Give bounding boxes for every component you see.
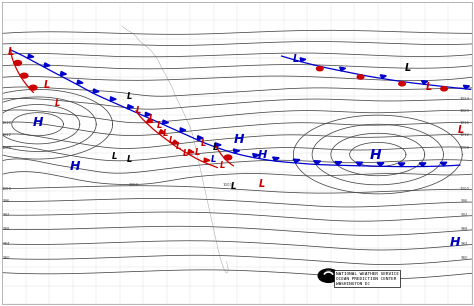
Text: L: L xyxy=(201,140,206,148)
Text: L: L xyxy=(149,114,154,123)
Text: NATIONAL WEATHER SERVICE
OCEAN PREDICTION CENTER
WASHINGTON DC: NATIONAL WEATHER SERVICE OCEAN PREDICTIO… xyxy=(336,271,399,286)
Polygon shape xyxy=(44,63,50,67)
Text: 1008: 1008 xyxy=(1,146,11,150)
Text: 1016: 1016 xyxy=(1,121,11,125)
Circle shape xyxy=(441,87,447,91)
Circle shape xyxy=(20,73,28,78)
Text: 992: 992 xyxy=(2,213,10,217)
Text: L: L xyxy=(405,63,411,73)
Circle shape xyxy=(318,269,339,282)
Text: 1008: 1008 xyxy=(460,146,470,150)
Text: L: L xyxy=(220,161,226,170)
Text: 980: 980 xyxy=(461,256,468,260)
Polygon shape xyxy=(128,105,134,109)
Text: L: L xyxy=(259,179,265,189)
Text: H: H xyxy=(370,147,381,162)
Text: H: H xyxy=(234,133,245,146)
Text: 996: 996 xyxy=(2,200,10,203)
Polygon shape xyxy=(463,85,469,89)
Text: L: L xyxy=(182,149,188,158)
Text: 1000: 1000 xyxy=(460,187,470,191)
Circle shape xyxy=(323,271,334,278)
Text: L: L xyxy=(425,82,432,92)
Polygon shape xyxy=(146,119,153,123)
Text: 1000: 1000 xyxy=(1,187,11,191)
Polygon shape xyxy=(421,80,428,84)
Polygon shape xyxy=(253,154,259,158)
Polygon shape xyxy=(215,143,221,147)
Text: 996: 996 xyxy=(461,200,468,203)
Text: H: H xyxy=(32,116,43,129)
Text: L: L xyxy=(292,54,299,64)
Text: 992: 992 xyxy=(461,213,468,217)
Text: 1000: 1000 xyxy=(129,183,139,187)
Polygon shape xyxy=(180,128,186,132)
Text: L: L xyxy=(211,155,216,164)
Polygon shape xyxy=(419,163,426,166)
Polygon shape xyxy=(188,149,194,154)
Text: L: L xyxy=(231,182,237,191)
Polygon shape xyxy=(380,75,386,79)
Text: L: L xyxy=(44,80,50,90)
Text: 988: 988 xyxy=(461,227,468,231)
Polygon shape xyxy=(27,54,34,58)
Text: L: L xyxy=(458,125,465,135)
Text: 1020: 1020 xyxy=(460,109,470,113)
Polygon shape xyxy=(356,162,363,166)
Text: 984: 984 xyxy=(461,242,468,246)
Text: L: L xyxy=(194,147,200,157)
Polygon shape xyxy=(163,120,169,124)
Text: L: L xyxy=(127,155,132,164)
Text: H: H xyxy=(70,160,81,173)
Circle shape xyxy=(357,75,364,79)
Text: L: L xyxy=(8,47,14,57)
Polygon shape xyxy=(110,97,116,101)
Text: L: L xyxy=(157,121,162,130)
Polygon shape xyxy=(335,162,342,165)
Polygon shape xyxy=(300,58,306,62)
Polygon shape xyxy=(145,112,151,117)
Polygon shape xyxy=(377,162,384,166)
Text: L: L xyxy=(55,99,60,107)
Polygon shape xyxy=(440,162,447,166)
Text: L: L xyxy=(213,143,219,152)
Text: 984: 984 xyxy=(2,242,10,246)
Circle shape xyxy=(29,85,37,90)
Polygon shape xyxy=(293,159,300,163)
Polygon shape xyxy=(93,89,99,93)
Text: L: L xyxy=(176,142,181,151)
Text: H: H xyxy=(258,150,267,159)
Text: H: H xyxy=(450,236,460,249)
Circle shape xyxy=(399,82,405,86)
Circle shape xyxy=(14,61,21,65)
Polygon shape xyxy=(77,80,83,84)
Text: 1012: 1012 xyxy=(460,133,470,137)
Circle shape xyxy=(321,271,336,280)
Polygon shape xyxy=(159,130,165,134)
Text: 1012: 1012 xyxy=(1,133,11,137)
Text: L: L xyxy=(169,136,174,145)
Polygon shape xyxy=(173,140,179,144)
Polygon shape xyxy=(204,158,210,162)
Text: 988: 988 xyxy=(2,227,10,231)
Text: L: L xyxy=(112,151,118,161)
Polygon shape xyxy=(398,163,405,166)
Polygon shape xyxy=(314,161,320,165)
Text: L: L xyxy=(127,92,132,102)
Text: L: L xyxy=(136,106,141,115)
Text: L: L xyxy=(163,129,168,138)
Text: 1024: 1024 xyxy=(460,97,470,101)
Text: 1000: 1000 xyxy=(223,183,233,187)
Polygon shape xyxy=(273,157,279,161)
Circle shape xyxy=(317,66,323,71)
Polygon shape xyxy=(340,67,346,71)
Text: 980: 980 xyxy=(2,256,10,260)
Text: 1016: 1016 xyxy=(460,121,470,125)
Polygon shape xyxy=(234,149,240,153)
Polygon shape xyxy=(60,72,66,76)
Polygon shape xyxy=(197,136,203,140)
Circle shape xyxy=(224,155,232,160)
